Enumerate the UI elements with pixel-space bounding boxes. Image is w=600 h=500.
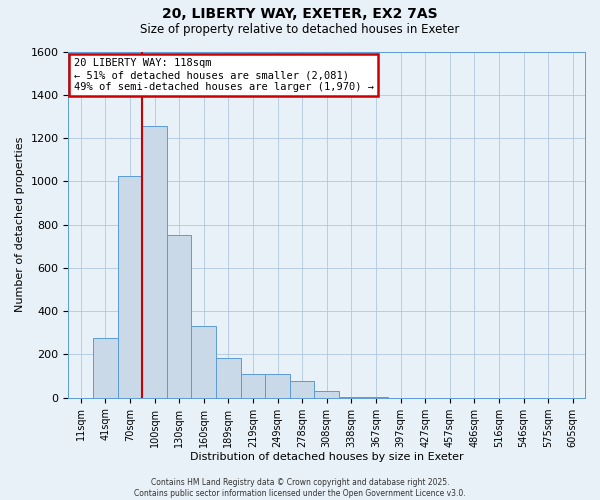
Bar (167, 236, 191, 398)
Text: 20, LIBERTY WAY, EXETER, EX2 7AS: 20, LIBERTY WAY, EXETER, EX2 7AS (162, 8, 438, 22)
Bar (142, 126, 167, 398)
Bar (118, 176, 142, 398)
X-axis label: Distribution of detached houses by size in Exeter: Distribution of detached houses by size … (190, 452, 464, 462)
Text: Contains HM Land Registry data © Crown copyright and database right 2025.
Contai: Contains HM Land Registry data © Crown c… (134, 478, 466, 498)
Text: Size of property relative to detached houses in Exeter: Size of property relative to detached ho… (140, 22, 460, 36)
Bar (241, 374, 265, 398)
Y-axis label: Number of detached properties: Number of detached properties (15, 137, 25, 312)
Text: 20 LIBERTY WAY: 118sqm
← 51% of detached houses are smaller (2,081)
49% of semi-: 20 LIBERTY WAY: 118sqm ← 51% of detached… (74, 58, 374, 92)
Bar (290, 382, 314, 398)
Bar (191, 326, 216, 398)
Bar (314, 391, 339, 398)
Bar (265, 374, 290, 398)
Bar (216, 358, 241, 398)
Bar (93, 338, 118, 398)
Bar (339, 396, 364, 398)
